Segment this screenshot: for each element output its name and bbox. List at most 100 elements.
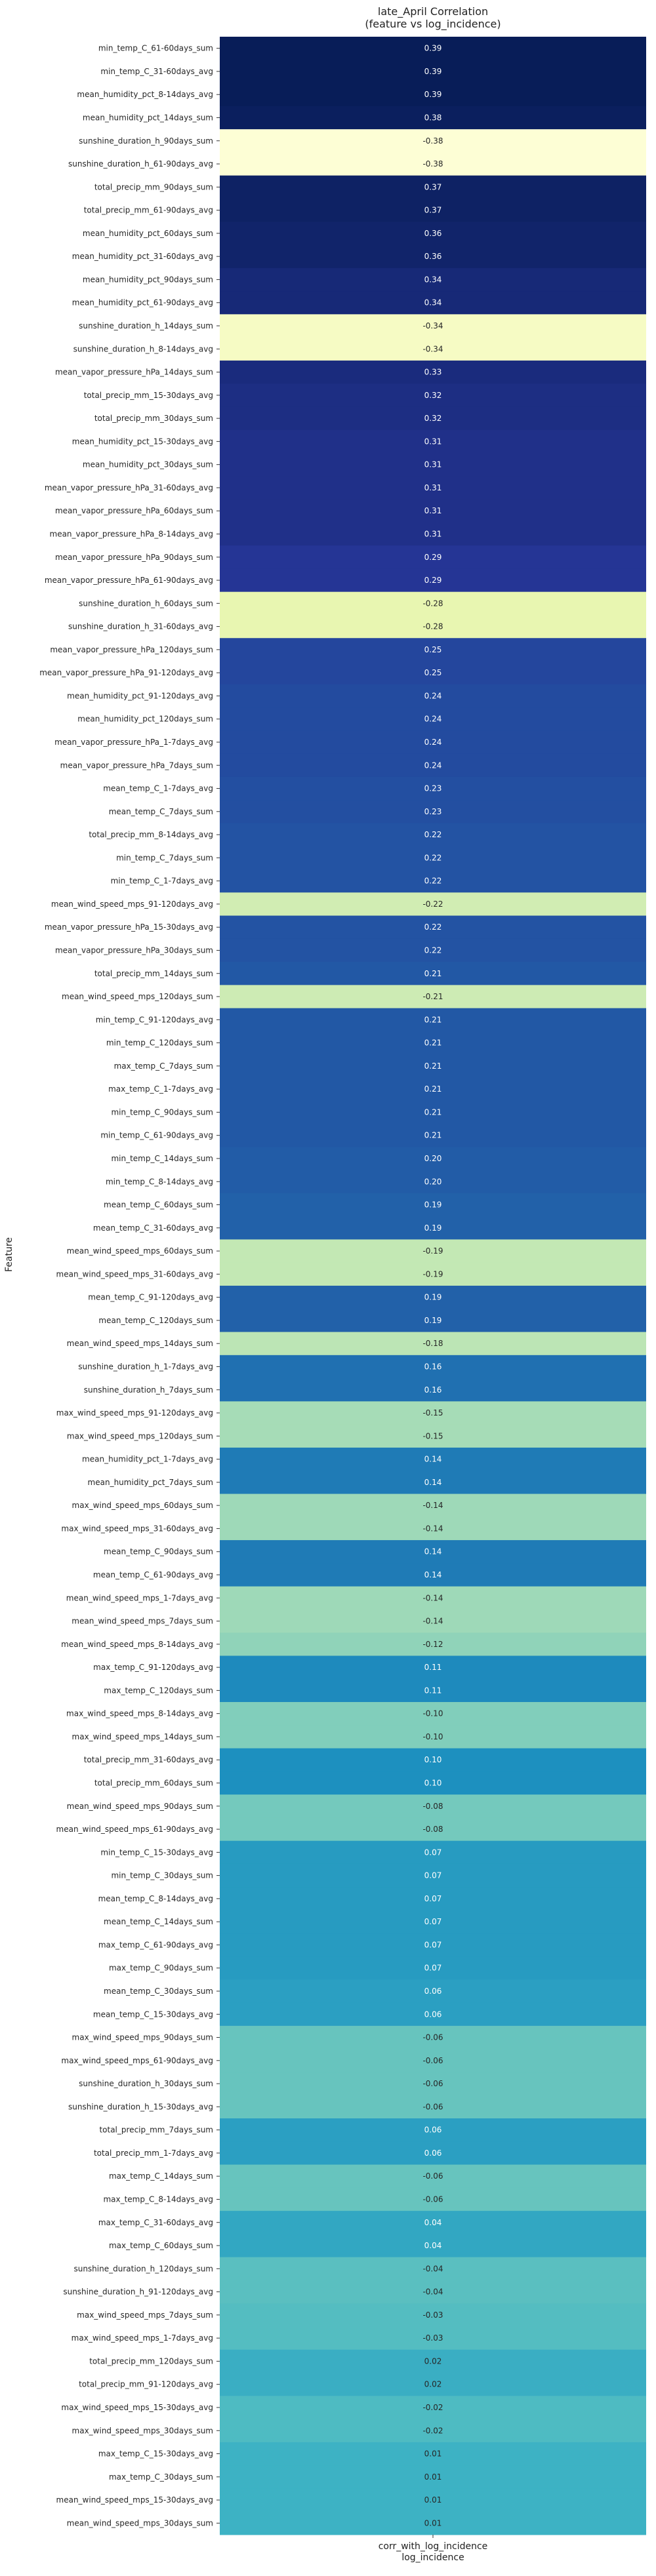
heatmap-cell bbox=[220, 1540, 646, 1564]
y-tick-label: max_temp_C_30days_sum bbox=[109, 2472, 213, 2482]
cell-value-label: 0.21 bbox=[424, 1084, 442, 1094]
y-tick-label: max_temp_C_15-30days_avg bbox=[98, 2449, 213, 2459]
cell-value-label: 0.22 bbox=[424, 853, 442, 862]
heatmap-cell bbox=[220, 1979, 646, 2004]
cell-value-label: 0.24 bbox=[424, 738, 442, 747]
cell-value-label: 0.32 bbox=[424, 414, 442, 423]
cell-value-label: 0.06 bbox=[424, 2149, 442, 2158]
y-tick-label: mean_temp_C_60days_sum bbox=[104, 1200, 213, 1210]
cell-value-label: 0.11 bbox=[424, 1686, 442, 1695]
heatmap-cell bbox=[220, 1494, 646, 1518]
y-tick-label: max_wind_speed_mps_60days_sum bbox=[72, 1501, 213, 1510]
heatmap-cell bbox=[220, 915, 646, 940]
cell-value-label: -0.15 bbox=[422, 1431, 443, 1440]
y-tick-label: mean_wind_speed_mps_31-60days_avg bbox=[56, 1269, 213, 1278]
heatmap-cell bbox=[220, 1678, 646, 1703]
heatmap-cell bbox=[220, 869, 646, 893]
cell-value-label: 0.29 bbox=[424, 576, 442, 585]
heatmap-cell bbox=[220, 962, 646, 985]
y-tick-label: total_precip_mm_8-14days_avg bbox=[89, 830, 213, 839]
heatmap-cell bbox=[220, 406, 646, 431]
heatmap-cell bbox=[220, 1031, 646, 1055]
heatmap-cell bbox=[220, 2303, 646, 2327]
heatmap-cell bbox=[220, 638, 646, 662]
cell-value-label: 0.07 bbox=[424, 1894, 442, 1903]
heatmap-cell bbox=[220, 2072, 646, 2096]
cell-value-label: 0.31 bbox=[424, 460, 442, 469]
y-tick-label: min_temp_C_90days_sum bbox=[111, 1107, 213, 1117]
y-tick-label: mean_temp_C_14days_sum bbox=[104, 1917, 213, 1926]
cell-value-label: -0.22 bbox=[422, 900, 443, 909]
y-tick-label: mean_temp_C_61-90days_avg bbox=[93, 1570, 213, 1579]
y-tick-label: mean_vapor_pressure_hPa_120days_sum bbox=[50, 645, 213, 654]
y-tick-label: total_precip_mm_61-90days_avg bbox=[84, 206, 213, 215]
y-tick-label: mean_humidity_pct_1-7days_avg bbox=[82, 1455, 213, 1464]
cell-value-label: 0.04 bbox=[424, 2218, 442, 2227]
y-tick-label: max_temp_C_120days_sum bbox=[104, 1686, 213, 1695]
y-tick-label: total_precip_mm_14days_sum bbox=[94, 969, 213, 978]
heatmap-cell bbox=[220, 2234, 646, 2258]
y-tick-label: max_temp_C_8-14days_avg bbox=[103, 2194, 213, 2204]
y-tick-label: mean_wind_speed_mps_7days_sum bbox=[72, 1617, 213, 1626]
heatmap-cell bbox=[220, 37, 646, 60]
cell-value-label: 0.22 bbox=[424, 830, 442, 839]
y-tick-label: mean_wind_speed_mps_61-90days_avg bbox=[56, 1825, 213, 1834]
heatmap-cell bbox=[220, 591, 646, 616]
cell-value-label: -0.06 bbox=[422, 2102, 443, 2111]
y-tick-label: sunshine_duration_h_7days_sum bbox=[84, 1385, 213, 1395]
heatmap-cell bbox=[220, 1840, 646, 1865]
y-tick-label: max_temp_C_60days_sum bbox=[109, 2241, 213, 2250]
cell-value-label: 0.19 bbox=[424, 1316, 442, 1325]
y-tick-label: total_precip_mm_15-30days_avg bbox=[84, 391, 213, 400]
y-tick-label: sunshine_duration_h_61-90days_avg bbox=[68, 159, 213, 168]
heatmap-cell bbox=[220, 1378, 646, 1402]
cell-value-label: 0.21 bbox=[424, 1015, 442, 1024]
y-tick-label: min_temp_C_14days_sum bbox=[111, 1154, 213, 1163]
y-tick-label: mean_wind_speed_mps_30days_sum bbox=[67, 2518, 213, 2527]
y-tick-label: mean_wind_speed_mps_60days_sum bbox=[67, 1246, 213, 1256]
y-tick-label: mean_wind_speed_mps_90days_sum bbox=[67, 1802, 213, 1811]
cell-value-label: 0.24 bbox=[424, 715, 442, 724]
cell-value-label: 0.14 bbox=[424, 1570, 442, 1579]
cell-value-label: -0.14 bbox=[422, 1524, 443, 1533]
heatmap-cell bbox=[220, 499, 646, 523]
cell-value-label: 0.07 bbox=[424, 1871, 442, 1880]
cell-value-label: 0.29 bbox=[424, 553, 442, 562]
y-tick-label: mean_vapor_pressure_hPa_14days_sum bbox=[55, 368, 213, 377]
y-tick-label: max_temp_C_14days_sum bbox=[109, 2171, 213, 2181]
heatmap-cell bbox=[220, 175, 646, 199]
cell-value-label: 0.14 bbox=[424, 1478, 442, 1487]
y-tick-label: mean_humidity_pct_61-90days_avg bbox=[72, 298, 213, 307]
heatmap-cell bbox=[220, 730, 646, 755]
cell-value-label: -0.08 bbox=[422, 1802, 443, 1811]
y-tick-label: total_precip_mm_120days_sum bbox=[89, 2356, 213, 2366]
cell-value-label: -0.10 bbox=[422, 1709, 443, 1718]
y-axis-label: Feature bbox=[4, 1237, 14, 1272]
heatmap-cell bbox=[220, 1933, 646, 1957]
y-tick-label: sunshine_duration_h_90days_sum bbox=[79, 136, 213, 146]
cell-value-label: 0.31 bbox=[424, 437, 442, 446]
cell-value-label: -0.28 bbox=[422, 599, 443, 608]
heatmap-cell bbox=[220, 429, 646, 454]
cell-value-label: 0.21 bbox=[424, 1039, 442, 1048]
heatmap-cell bbox=[220, 846, 646, 870]
heatmap-cell bbox=[220, 776, 646, 801]
y-tick-label: mean_vapor_pressure_hPa_15-30days_avg bbox=[45, 922, 213, 932]
y-tick-label: mean_humidity_pct_91-120days_avg bbox=[67, 691, 213, 700]
cell-value-label: 0.38 bbox=[424, 113, 442, 122]
heatmap-cell bbox=[220, 1424, 646, 1448]
heatmap-cell bbox=[220, 1794, 646, 1818]
heatmap-cell bbox=[220, 2187, 646, 2211]
cell-value-label: -0.08 bbox=[422, 1825, 443, 1834]
y-tick-label: max_temp_C_91-120days_avg bbox=[93, 1663, 213, 1672]
cell-value-label: -0.14 bbox=[422, 1617, 443, 1626]
heatmap-cell bbox=[220, 892, 646, 917]
cell-value-label: -0.02 bbox=[422, 2426, 443, 2435]
cell-value-label: 0.07 bbox=[424, 1940, 442, 1949]
y-tick-label: mean_humidity_pct_8-14days_avg bbox=[77, 90, 213, 99]
heatmap-cell bbox=[220, 314, 646, 338]
heatmap-cell bbox=[220, 522, 646, 546]
heatmap-cell bbox=[220, 2280, 646, 2304]
y-tick-label: mean_vapor_pressure_hPa_91-120days_avg bbox=[39, 668, 213, 677]
y-tick-label: mean_temp_C_8-14days_avg bbox=[98, 1894, 213, 1903]
